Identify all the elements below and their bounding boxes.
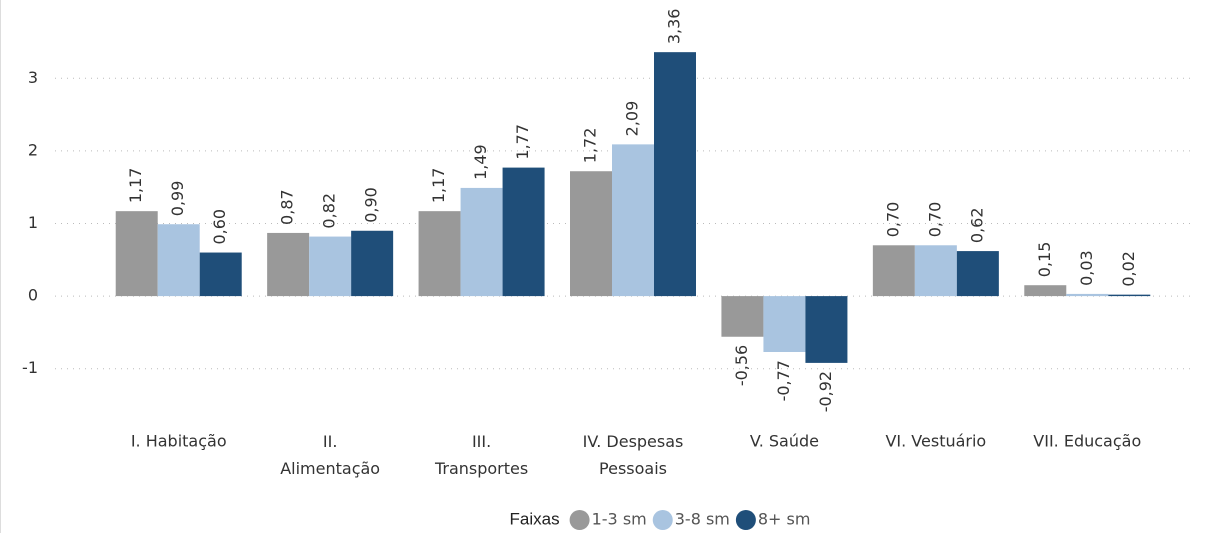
bar — [872, 245, 915, 297]
x-tick-label: V. Saúde — [750, 432, 819, 451]
x-tick-label: VI. Vestuário — [885, 432, 986, 451]
bar — [157, 224, 200, 297]
y-tick-label: -1 — [22, 358, 38, 377]
x-tick-label: II. Alimentação — [280, 432, 380, 478]
bar — [570, 171, 612, 297]
x-tick-label: III. Transportes — [434, 432, 528, 478]
bar — [721, 296, 764, 337]
value-label: 1,72 — [581, 128, 600, 164]
value-label: 0,62 — [967, 207, 986, 243]
value-label: 0,70 — [925, 202, 944, 238]
bar — [418, 211, 461, 297]
bar — [199, 252, 242, 297]
bar — [460, 187, 503, 297]
value-label: -0,92 — [816, 371, 835, 412]
bar — [351, 230, 394, 297]
bar — [267, 232, 310, 297]
value-label: 1,17 — [126, 168, 145, 204]
bar — [1066, 293, 1109, 297]
x-tick-label: I. Habitação — [131, 432, 227, 451]
value-label: 1,49 — [471, 144, 490, 180]
bar — [763, 296, 806, 353]
x-tick-label: IV. Despesas Pessoais — [583, 432, 684, 478]
bar — [612, 144, 654, 297]
legend-label: 3-8 sm — [675, 510, 730, 529]
legend-label: 8+ sm — [758, 510, 811, 529]
value-label: 0,90 — [362, 187, 381, 223]
value-label: 0,03 — [1077, 250, 1096, 286]
y-tick-label: 0 — [28, 286, 38, 305]
value-label: 1,17 — [429, 168, 448, 204]
value-label: 0,82 — [320, 193, 339, 229]
bar — [956, 251, 999, 297]
bar — [654, 52, 696, 297]
x-tick-label: VII. Educação — [1033, 432, 1141, 451]
value-label: 0,60 — [210, 209, 229, 245]
value-label: 0,70 — [883, 202, 902, 238]
value-label: 0,99 — [168, 181, 187, 217]
legend-marker — [652, 510, 673, 530]
legend-title: Faixas — [510, 509, 560, 528]
value-label: 0,02 — [1119, 251, 1138, 287]
y-tick-label: 1 — [28, 213, 38, 232]
bar — [914, 245, 957, 297]
value-label: -0,77 — [774, 360, 793, 401]
value-label: 0,87 — [278, 189, 297, 225]
value-label: -0,56 — [732, 345, 751, 386]
bar — [309, 236, 352, 297]
bar — [115, 211, 158, 297]
bar — [502, 167, 545, 297]
legend-marker — [735, 510, 756, 530]
y-tick-label: 3 — [28, 68, 38, 87]
legend-marker — [569, 510, 590, 530]
bar — [1024, 285, 1067, 297]
bar — [1108, 294, 1151, 297]
value-label: 3,36 — [665, 9, 684, 45]
bar — [805, 296, 848, 363]
value-label: 1,77 — [513, 124, 532, 160]
value-label: 0,15 — [1035, 242, 1054, 278]
value-label: 2,09 — [623, 101, 642, 137]
legend-label: 1-3 sm — [592, 510, 647, 529]
y-tick-label: 2 — [28, 140, 38, 159]
